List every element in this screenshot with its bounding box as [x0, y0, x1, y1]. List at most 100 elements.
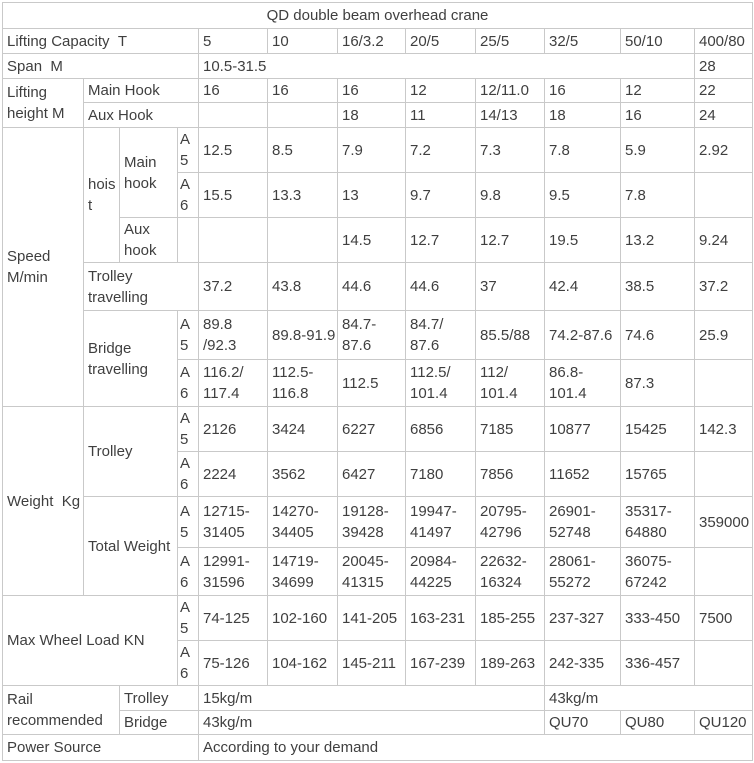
empty-cell	[198, 102, 268, 128]
empty-cell	[694, 172, 753, 218]
value-cell: 12991- 31596	[198, 547, 268, 596]
value-cell: 7.3	[475, 127, 545, 173]
empty-cell	[267, 102, 338, 128]
value-cell: 84.7/ 87.6	[405, 310, 476, 360]
grade-a5: A5	[177, 310, 199, 360]
value-cell: 26901- 52748	[544, 496, 621, 548]
value-cell: 14.5	[337, 217, 406, 263]
grade-a6: A6	[177, 547, 199, 596]
hoist-main-a6-row: A6 15.5 13.3 13 9.7 9.8 9.5 7.8	[3, 172, 753, 218]
label-aux-hook: Aux Hook	[83, 102, 199, 128]
value-cell: 22	[694, 78, 753, 103]
value-cell: 15kg/m	[198, 685, 545, 711]
value-cell: 89.8-91.9	[267, 310, 338, 360]
value-cell: 74-125	[198, 595, 268, 641]
value-cell: 2126	[198, 406, 268, 452]
label-hoist: hoist	[83, 127, 120, 263]
label-lifting-height: Lifting height M	[2, 78, 84, 128]
value-cell: 14719- 34699	[267, 547, 338, 596]
empty-cell	[694, 547, 753, 596]
value-cell: 145-211	[337, 640, 406, 686]
value-cell: 14/13	[475, 102, 545, 128]
grade-a5: A5	[177, 595, 199, 641]
grade-a6: A6	[177, 640, 199, 686]
value-cell: 185-255	[475, 595, 545, 641]
value-cell: 16	[544, 78, 621, 103]
value-cell: 74.6	[620, 310, 695, 360]
value-cell: 89.8 /92.3	[198, 310, 268, 360]
value-cell: 20045- 41315	[337, 547, 406, 596]
label-hoist-main-hook: Main hook	[119, 127, 178, 218]
value-cell: 25/5	[475, 28, 545, 54]
label-power-source: Power Source	[2, 734, 199, 761]
value-cell: 37.2	[198, 262, 268, 311]
value-cell: 8.5	[267, 127, 338, 173]
value-cell: 112/ 101.4	[475, 359, 545, 407]
bridge-a6-row: A6 116.2/ 117.4 112.5- 116.8 112.5 112.5…	[3, 359, 753, 407]
value-cell: 336-457	[620, 640, 695, 686]
value-cell: 7.8	[544, 127, 621, 173]
value-cell: QU70	[544, 710, 621, 735]
value-cell: 7.2	[405, 127, 476, 173]
rail-trolley-row: Rail recommended Trolley 15kg/m 43kg/m	[2, 685, 753, 735]
empty-cell	[694, 640, 753, 686]
wheel-load-a5-row: Max Wheel Load KN A5 74-125 102-160 141-…	[2, 595, 753, 686]
value-cell: 5.9	[620, 127, 695, 173]
value-cell: 9.24	[694, 217, 753, 263]
value-cell: 35317- 64880	[620, 496, 695, 548]
grade-a5: A5	[177, 496, 199, 548]
value-cell: 242-335	[544, 640, 621, 686]
grade-a6: A6	[177, 359, 199, 407]
value-cell: 43kg/m	[198, 710, 545, 735]
grade-a6: A6	[177, 172, 199, 218]
value-cell: 37.2	[694, 262, 753, 311]
value-cell: 24	[694, 102, 753, 128]
value-cell: 84.7-87.6	[337, 310, 406, 360]
value-cell: 15765	[620, 451, 695, 497]
label-bridge-travelling: Bridge travelling	[83, 310, 178, 407]
value-cell: 7.8	[620, 172, 695, 218]
value-cell: 16	[198, 78, 268, 103]
value-cell: 333-450	[620, 595, 695, 641]
value-cell: 16/3.2	[337, 28, 406, 54]
value-cell: 12	[620, 78, 695, 103]
value-cell: 18	[337, 102, 406, 128]
value-cell: 43.8	[267, 262, 338, 311]
value-cell: 6427	[337, 451, 406, 497]
value-cell: 11652	[544, 451, 621, 497]
value-cell: 19947- 41497	[405, 496, 476, 548]
value-cell: 9.7	[405, 172, 476, 218]
value-cell: 3424	[267, 406, 338, 452]
value-cell: 3562	[267, 451, 338, 497]
value-cell: 15425	[620, 406, 695, 452]
value-cell: 12.7	[475, 217, 545, 263]
label-rail-recommended: Rail recommended	[2, 685, 120, 735]
value-cell: 28	[694, 53, 753, 79]
hoist-aux-row: Aux hook 14.5 12.7 12.7 19.5 13.2 9.24	[3, 217, 753, 263]
weight-total-a5-row: Total Weight A5 12715- 31405 14270- 3440…	[3, 496, 753, 596]
value-cell: QU120	[694, 710, 753, 735]
value-cell: 13	[337, 172, 406, 218]
value-cell: 37	[475, 262, 545, 311]
value-cell: 74.2-87.6	[544, 310, 621, 360]
value-cell: According to your demand	[198, 734, 753, 761]
label-total-weight: Total Weight	[83, 496, 178, 596]
value-cell: 141-205	[337, 595, 406, 641]
value-cell: 7500	[694, 595, 753, 641]
value-cell: 11	[405, 102, 476, 128]
value-cell: 12715- 31405	[198, 496, 268, 548]
value-cell: 28061- 55272	[544, 547, 621, 596]
grade-a5: A5	[177, 127, 199, 173]
value-cell: 10	[267, 28, 338, 54]
value-cell: 2224	[198, 451, 268, 497]
label-trolley-travelling: Trolley travelling	[83, 262, 199, 311]
value-cell: 7180	[405, 451, 476, 497]
value-cell: 112.5- 116.8	[267, 359, 338, 407]
label-span: Span M	[2, 53, 199, 79]
grade-a5: A5	[177, 406, 199, 452]
empty-cell	[267, 217, 338, 263]
value-cell: 25.9	[694, 310, 753, 360]
value-cell: 85.5/88	[475, 310, 545, 360]
aux-hook-row: Aux Hook 18 11 14/13 18 16 24	[3, 102, 753, 128]
label-rail-trolley: Trolley	[119, 685, 199, 711]
